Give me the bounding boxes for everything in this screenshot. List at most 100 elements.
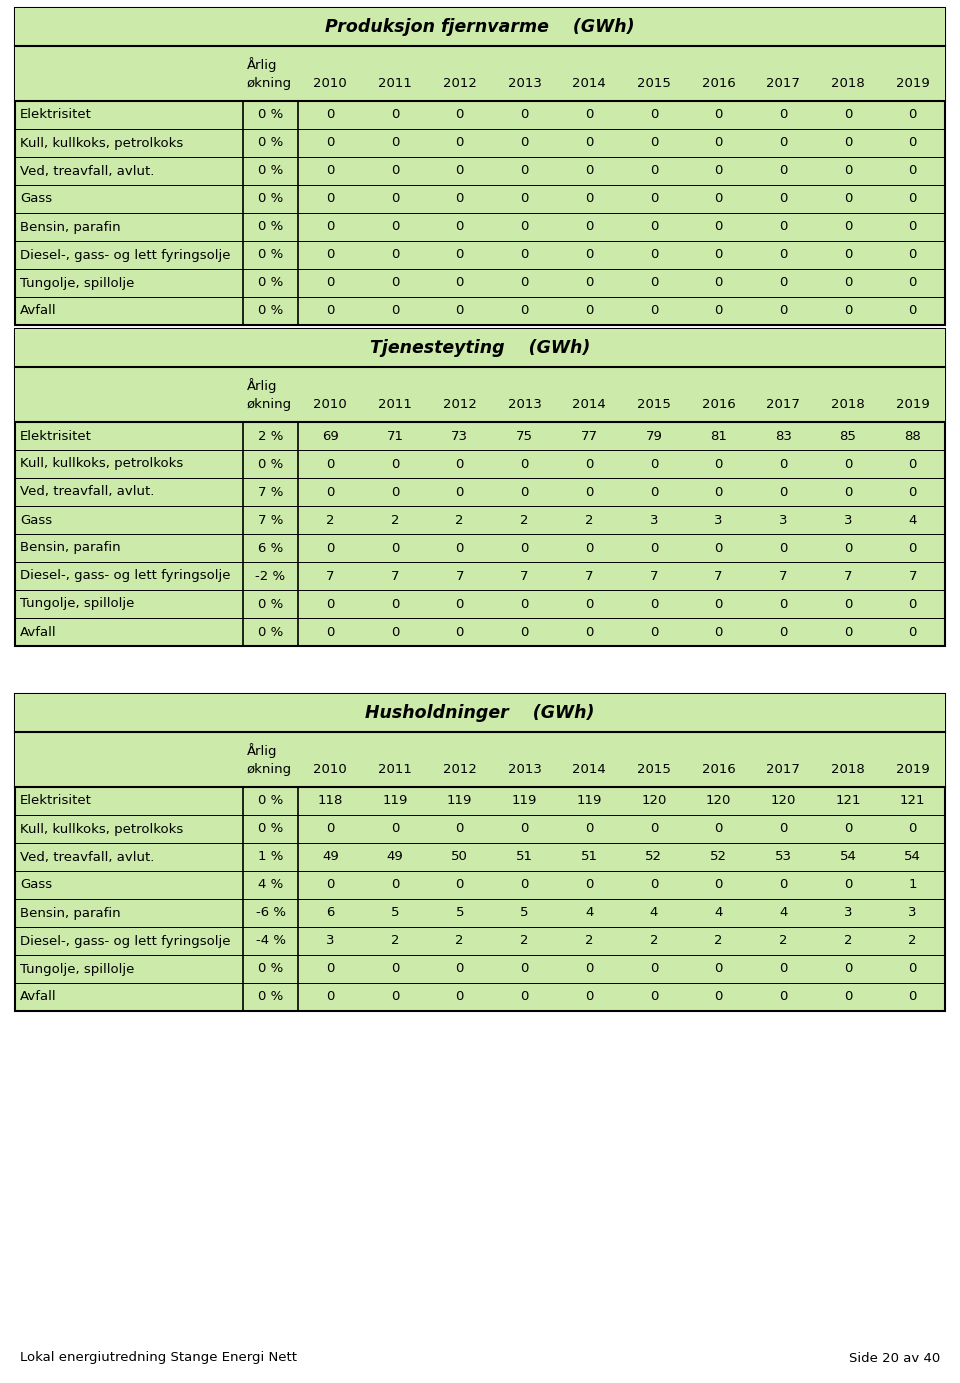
Text: 0: 0 xyxy=(650,878,658,892)
Text: 0: 0 xyxy=(780,485,787,498)
Text: 0: 0 xyxy=(844,458,852,470)
Text: Tungolje, spillolje: Tungolje, spillolje xyxy=(20,963,134,975)
Text: 0: 0 xyxy=(391,625,399,639)
Text: 0: 0 xyxy=(844,625,852,639)
Text: 0: 0 xyxy=(391,963,399,975)
Text: 7: 7 xyxy=(585,570,593,582)
Text: 0: 0 xyxy=(326,625,334,639)
Text: økning: økning xyxy=(247,763,292,776)
Text: 2: 2 xyxy=(455,935,464,947)
Text: 0 %: 0 % xyxy=(258,137,283,149)
Text: 2016: 2016 xyxy=(702,398,735,411)
Text: 0: 0 xyxy=(326,137,334,149)
Text: 0: 0 xyxy=(714,458,723,470)
Text: 0: 0 xyxy=(326,304,334,318)
Text: 4: 4 xyxy=(650,906,658,920)
Text: 0: 0 xyxy=(326,108,334,122)
Text: 7: 7 xyxy=(908,570,917,582)
Text: 0 %: 0 % xyxy=(258,192,283,206)
Text: Bensin, parafin: Bensin, parafin xyxy=(20,542,121,555)
Text: 0: 0 xyxy=(650,304,658,318)
Text: Avfall: Avfall xyxy=(20,304,57,318)
Text: 7: 7 xyxy=(714,570,723,582)
Text: 2: 2 xyxy=(844,935,852,947)
Text: Tungolje, spillolje: Tungolje, spillolje xyxy=(20,597,134,610)
Text: Kull, kullkoks, petrolkoks: Kull, kullkoks, petrolkoks xyxy=(20,137,183,149)
Text: 0: 0 xyxy=(780,165,787,177)
Text: 0: 0 xyxy=(650,108,658,122)
Text: 0: 0 xyxy=(391,277,399,289)
Text: 0: 0 xyxy=(650,165,658,177)
Text: 0: 0 xyxy=(714,597,723,610)
Text: Kull, kullkoks, petrolkoks: Kull, kullkoks, petrolkoks xyxy=(20,823,183,835)
Text: 0: 0 xyxy=(650,823,658,835)
Text: 0: 0 xyxy=(585,878,593,892)
Text: 0: 0 xyxy=(520,220,529,234)
Text: 5: 5 xyxy=(391,906,399,920)
Text: Årlig: Årlig xyxy=(247,743,277,758)
Text: 0 %: 0 % xyxy=(258,277,283,289)
Bar xyxy=(15,366,945,422)
Text: 3: 3 xyxy=(908,906,917,920)
Text: 81: 81 xyxy=(710,430,727,443)
Text: 0: 0 xyxy=(714,108,723,122)
Text: 0: 0 xyxy=(520,542,529,555)
Text: 75: 75 xyxy=(516,430,533,443)
Text: 0: 0 xyxy=(391,165,399,177)
Text: 0: 0 xyxy=(391,137,399,149)
Text: 2: 2 xyxy=(908,935,917,947)
Text: 2: 2 xyxy=(520,513,529,527)
Text: økning: økning xyxy=(247,398,292,411)
Text: 73: 73 xyxy=(451,430,468,443)
Text: 0 %: 0 % xyxy=(258,249,283,261)
Text: 2: 2 xyxy=(585,513,593,527)
Text: 53: 53 xyxy=(775,851,792,863)
Text: 0: 0 xyxy=(650,963,658,975)
Text: 0 %: 0 % xyxy=(258,304,283,318)
Text: 0: 0 xyxy=(585,220,593,234)
Text: 0: 0 xyxy=(908,108,917,122)
Text: 4: 4 xyxy=(714,906,723,920)
Text: 0: 0 xyxy=(844,963,852,975)
Text: 0: 0 xyxy=(714,963,723,975)
Text: 0: 0 xyxy=(391,485,399,498)
Text: 0: 0 xyxy=(520,823,529,835)
Text: 51: 51 xyxy=(581,851,598,863)
Text: 2017: 2017 xyxy=(766,398,801,411)
Text: 0: 0 xyxy=(326,277,334,289)
Bar xyxy=(15,694,945,1011)
Text: 0: 0 xyxy=(456,304,464,318)
Text: Ved, treavfall, avlut.: Ved, treavfall, avlut. xyxy=(20,851,155,863)
Text: 0: 0 xyxy=(650,542,658,555)
Text: 0: 0 xyxy=(520,458,529,470)
Text: 2019: 2019 xyxy=(896,763,929,776)
Text: 3: 3 xyxy=(714,513,723,527)
Text: 0: 0 xyxy=(780,625,787,639)
Text: 2: 2 xyxy=(520,935,529,947)
Text: 0: 0 xyxy=(326,485,334,498)
Text: 0: 0 xyxy=(908,458,917,470)
Text: 54: 54 xyxy=(904,851,921,863)
Text: 0: 0 xyxy=(585,963,593,975)
Text: 7: 7 xyxy=(326,570,335,582)
Text: 0: 0 xyxy=(326,249,334,261)
Text: 2011: 2011 xyxy=(378,77,412,90)
Text: 2012: 2012 xyxy=(443,77,477,90)
Text: Ved, treavfall, avlut.: Ved, treavfall, avlut. xyxy=(20,485,155,498)
Text: Husholdninger    (GWh): Husholdninger (GWh) xyxy=(365,704,595,722)
Bar xyxy=(15,329,945,366)
Text: 2018: 2018 xyxy=(831,398,865,411)
Text: 0: 0 xyxy=(585,192,593,206)
Bar xyxy=(15,8,945,46)
Text: 0: 0 xyxy=(456,963,464,975)
Text: Avfall: Avfall xyxy=(20,625,57,639)
Text: 0: 0 xyxy=(520,108,529,122)
Text: 0: 0 xyxy=(908,625,917,639)
Text: 52: 52 xyxy=(645,851,662,863)
Text: Kull, kullkoks, petrolkoks: Kull, kullkoks, petrolkoks xyxy=(20,458,183,470)
Text: -2 %: -2 % xyxy=(255,570,285,582)
Text: Produksjon fjernvarme    (GWh): Produksjon fjernvarme (GWh) xyxy=(325,18,635,36)
Text: 2012: 2012 xyxy=(443,763,477,776)
Text: 0: 0 xyxy=(326,990,334,1004)
Text: 0: 0 xyxy=(585,458,593,470)
